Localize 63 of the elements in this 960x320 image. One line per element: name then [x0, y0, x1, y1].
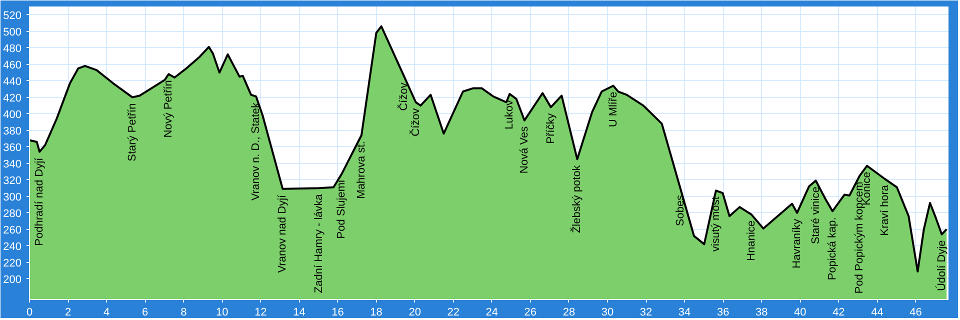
y-tick-label: 480: [3, 42, 22, 55]
x-tick-label: 18: [370, 306, 382, 318]
annotation: Žlebský potok: [570, 164, 584, 234]
y-tick-label: 360: [3, 142, 22, 154]
annotation: Kraví hora: [878, 184, 891, 236]
x-tick-label: 46: [910, 306, 922, 318]
annotation: Údolí Dyje: [934, 240, 948, 292]
x-tick-label: 4: [104, 306, 110, 318]
annotation: Vranov n. D., Statek: [250, 102, 262, 200]
x-tick-label: 0: [26, 306, 33, 318]
x-tick-label: 24: [486, 306, 498, 318]
y-tick-label: 520: [3, 10, 22, 22]
y-tick-label: 380: [3, 125, 22, 138]
x-tick-label: 36: [716, 306, 730, 318]
x-tick-label: 26: [524, 306, 537, 318]
x-tick-label: 34: [678, 306, 691, 318]
y-tick-label: 440: [3, 76, 22, 88]
x-tick-label: 42: [832, 306, 845, 318]
annotation: Vranov nad Dyjí: [276, 194, 289, 273]
x-tick-label: 20: [408, 306, 421, 318]
x-tick-label: 38: [756, 306, 768, 318]
x-tick-label: 44: [871, 306, 884, 318]
x-tick-label: 40: [794, 306, 806, 318]
annotation: Čížov: [397, 82, 410, 111]
y-tick-label: 460: [3, 59, 22, 72]
x-tick-label: 22: [447, 306, 460, 318]
x-tick-label: 14: [293, 306, 306, 318]
annotation: Hnanice: [745, 220, 758, 261]
annotation: Lukov: [504, 99, 516, 130]
x-tick-label: 32: [640, 306, 652, 318]
x-tick-label: 2: [64, 306, 72, 318]
annotation: Podhradí nad Dyjí: [34, 156, 46, 246]
x-tick-label: 28: [562, 306, 576, 318]
x-tick-label: 6: [142, 306, 148, 318]
y-tick-label: 280: [3, 208, 22, 220]
annotation: U Mlíře: [607, 92, 620, 128]
y-tick-label: 200: [3, 274, 22, 286]
x-tick-label: 10: [216, 306, 228, 318]
annotation: Nový Petřín: [162, 80, 175, 138]
annotation: Havraníky: [791, 218, 804, 268]
annotation: Staré vinice: [810, 186, 822, 244]
annotation: Příčky: [544, 112, 557, 144]
y-tick-label: 300: [3, 191, 22, 204]
annotation: Popická kap.: [826, 217, 839, 280]
y-tick-label: 260: [3, 224, 22, 236]
annotation: Nová Ves: [518, 126, 530, 174]
y-tick-label: 340: [3, 158, 22, 170]
annotation: Čížov: [408, 108, 422, 136]
x-tick-label: 30: [601, 306, 614, 318]
annotation: Zadní Hamry - lávka: [313, 193, 326, 294]
x-tick-label: 12: [254, 306, 267, 318]
x-tick-label: 8: [180, 306, 187, 318]
y-tick-label: 240: [3, 240, 22, 253]
y-tick-label: 400: [3, 108, 22, 121]
annotation: Pod Slujemi: [336, 180, 348, 239]
y-tick-label: 420: [3, 92, 22, 104]
y-tick-label: 500: [3, 26, 22, 38]
y-tick-label: 320: [3, 174, 22, 187]
annotation: Mahrova st.: [355, 141, 368, 199]
annotation: Starý Petřín: [126, 103, 138, 162]
annotation: Sobes: [674, 194, 687, 226]
y-tick-label: 220: [3, 257, 22, 270]
x-tick-label: 16: [332, 306, 344, 318]
